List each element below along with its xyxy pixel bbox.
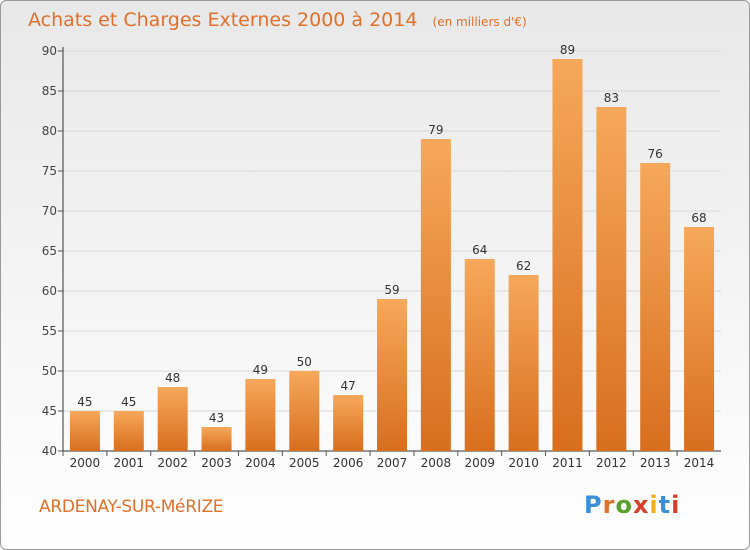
data-label: 45: [77, 395, 92, 409]
y-tick-label: 80: [42, 124, 57, 138]
x-tick-label: 2001: [114, 456, 145, 470]
y-tick-label: 40: [42, 444, 57, 458]
y-tick-label: 90: [42, 44, 57, 58]
x-tick-label: 2003: [201, 456, 232, 470]
data-label: 59: [384, 283, 399, 297]
y-tick-label: 70: [42, 204, 57, 218]
x-tick-label: 2008: [421, 456, 452, 470]
data-label: 43: [209, 411, 224, 425]
title-row: Achats et Charges Externes 2000 à 2014 (…: [28, 9, 527, 31]
x-tick-label: 2012: [596, 456, 627, 470]
chart-title: Achats et Charges Externes 2000 à 2014: [28, 9, 418, 31]
bar: [113, 411, 144, 451]
brand-letter: o: [615, 491, 633, 519]
bar: [552, 59, 583, 451]
data-label: 79: [428, 123, 443, 137]
bar: [157, 387, 188, 451]
y-tick-label: 60: [42, 284, 57, 298]
brand-letter: P: [584, 491, 603, 519]
bar: [333, 395, 364, 451]
y-tick-label: 50: [42, 364, 57, 378]
bar: [201, 427, 232, 451]
data-label: 68: [691, 211, 706, 225]
bar: [245, 379, 276, 451]
y-tick-label: 45: [42, 404, 57, 418]
bar: [508, 275, 539, 451]
data-label: 76: [648, 147, 663, 161]
x-tick-label: 2011: [552, 456, 583, 470]
bar: [640, 163, 671, 451]
x-tick-label: 2004: [245, 456, 276, 470]
brand-letter: i: [671, 491, 681, 519]
data-label: 48: [165, 371, 180, 385]
y-tick-label: 55: [42, 324, 57, 338]
chart-unit: (en milliers d'€): [432, 15, 527, 29]
bar: [377, 299, 407, 451]
x-tick-label: 2014: [684, 456, 715, 470]
brand-letter: i: [649, 491, 659, 519]
brand-letter: t: [658, 491, 672, 519]
x-tick-label: 2007: [377, 456, 408, 470]
y-tick-label: 75: [42, 164, 57, 178]
x-tick-label: 2013: [640, 456, 671, 470]
bar: [420, 139, 451, 451]
x-tick-label: 2005: [289, 456, 320, 470]
data-label: 89: [560, 43, 575, 57]
data-label: 50: [297, 355, 312, 369]
bar: [289, 371, 320, 451]
commune-name: ARDENAY-SUR-MéRIZE: [39, 497, 224, 517]
x-tick-label: 2010: [508, 456, 539, 470]
bar: [684, 227, 715, 451]
x-tick-label: 2002: [157, 456, 188, 470]
x-tick-label: 2006: [333, 456, 364, 470]
data-label: 62: [516, 259, 531, 273]
brand-letter: x: [632, 491, 650, 519]
brand-logo: Proxiti: [584, 491, 680, 519]
bar: [69, 411, 100, 451]
brand-letter: r: [602, 491, 616, 519]
data-label: 47: [340, 379, 355, 393]
data-label: 45: [121, 395, 136, 409]
data-label: 49: [253, 363, 268, 377]
data-label: 83: [604, 91, 619, 105]
data-label: 64: [472, 243, 487, 257]
bar: [464, 259, 495, 451]
bar: [596, 107, 627, 451]
y-tick-label: 85: [42, 84, 57, 98]
x-tick-label: 2000: [70, 456, 101, 470]
y-tick-label: 65: [42, 244, 57, 258]
x-tick-label: 2009: [464, 456, 495, 470]
